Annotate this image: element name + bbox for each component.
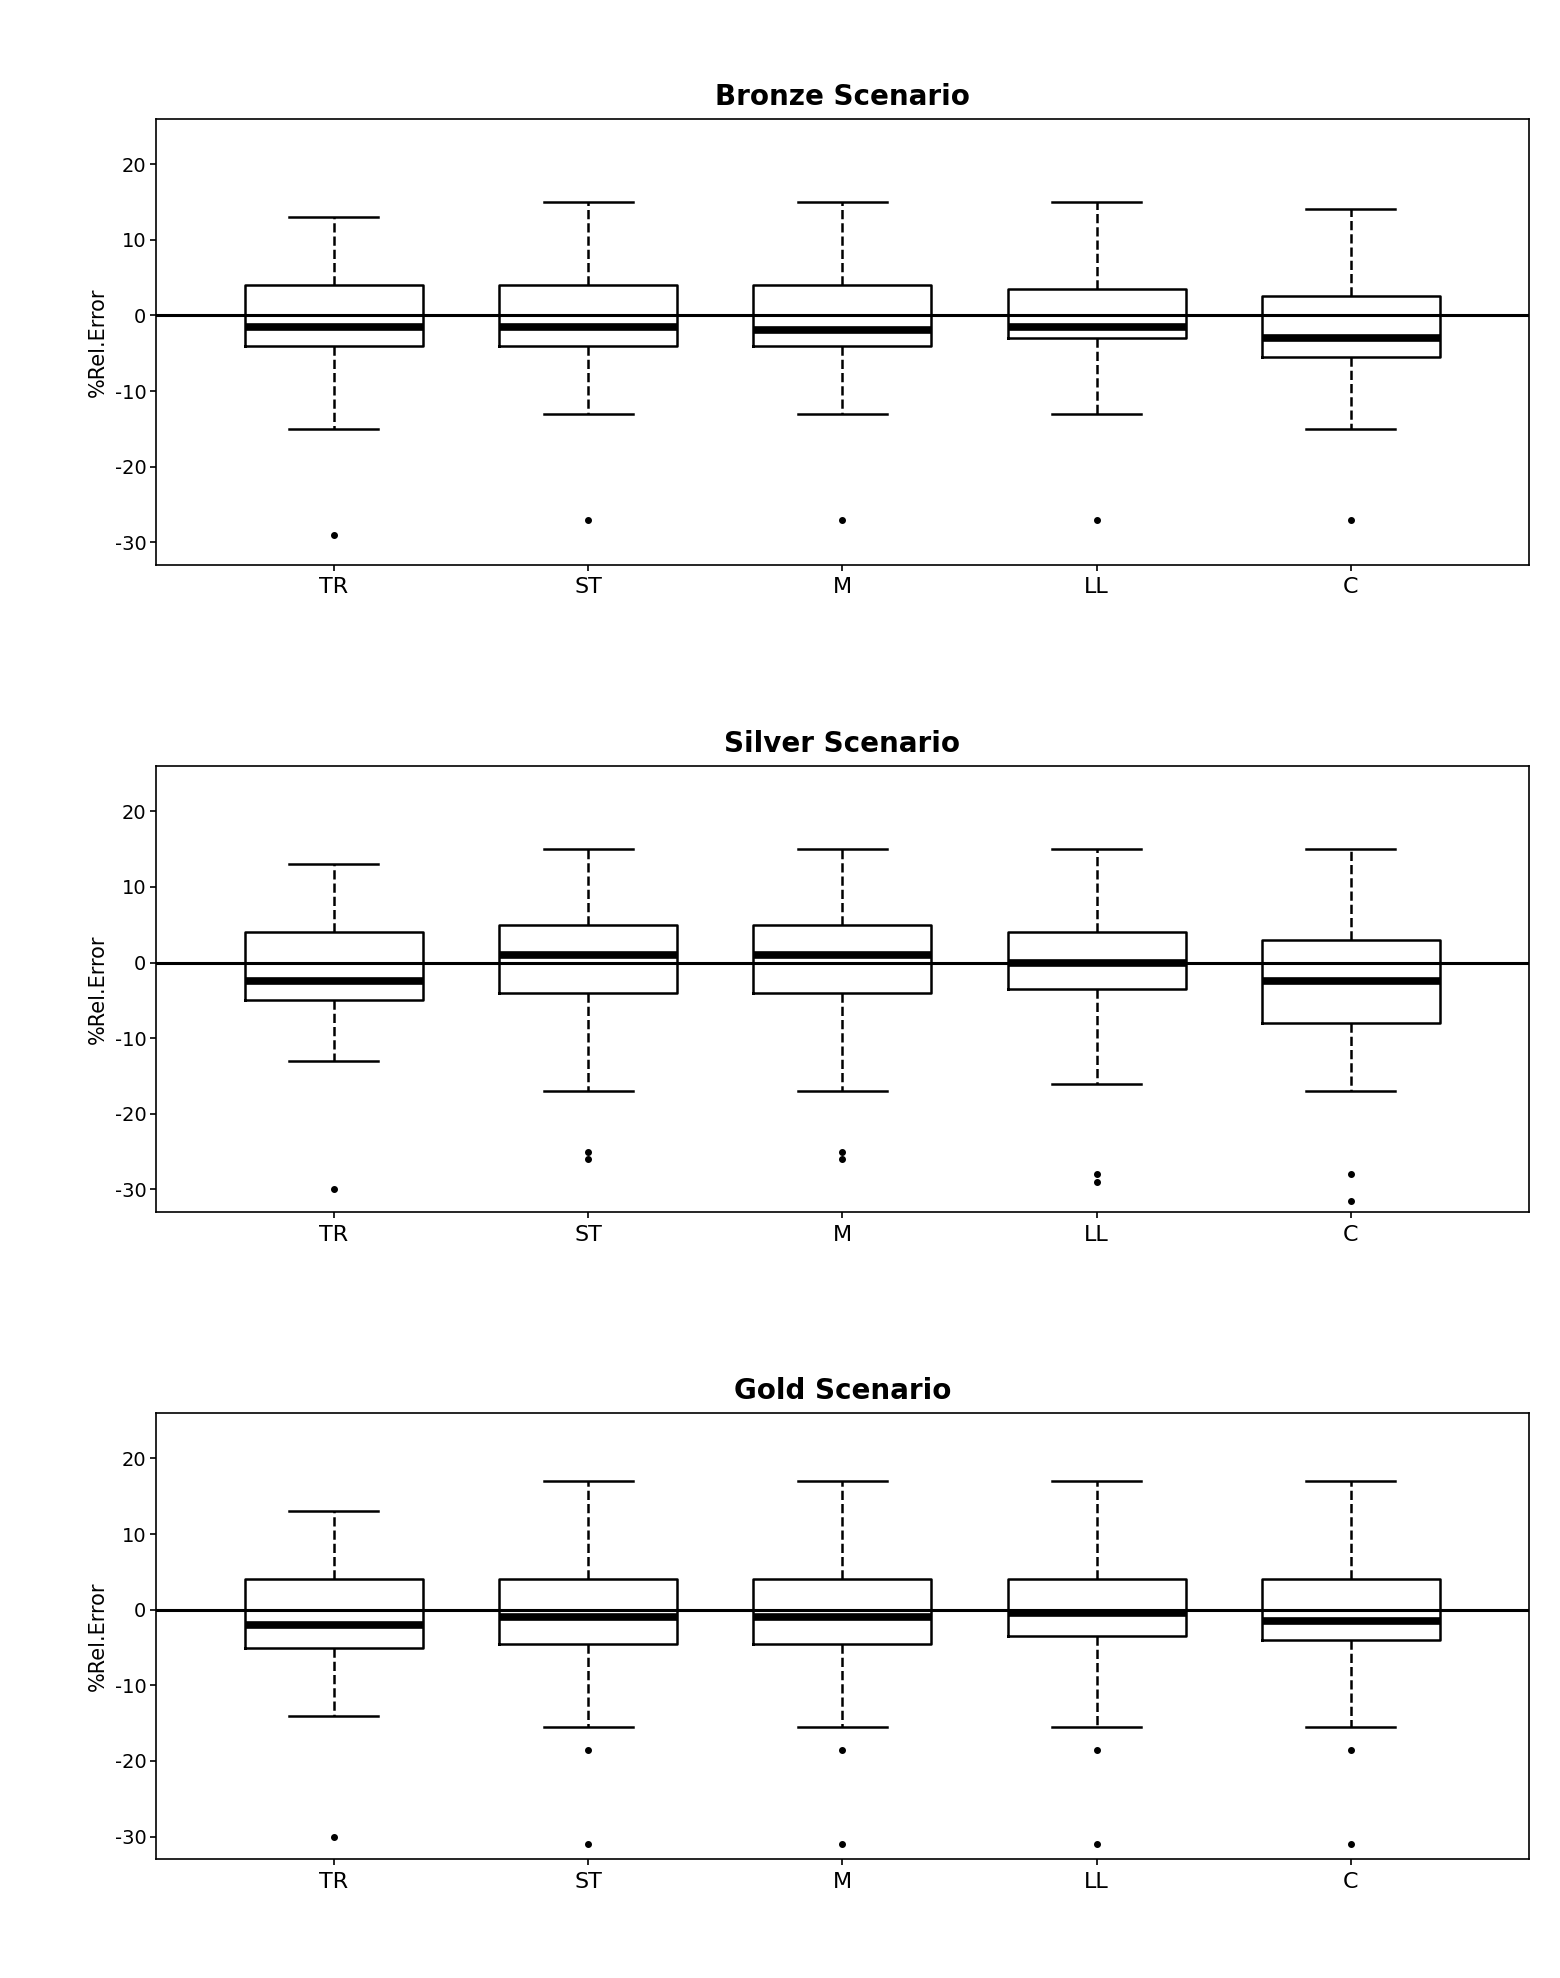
Y-axis label: %Rel.Error: %Rel.Error xyxy=(87,934,108,1044)
Title: Silver Scenario: Silver Scenario xyxy=(724,730,961,758)
Y-axis label: %Rel.Error: %Rel.Error xyxy=(87,1582,108,1691)
Y-axis label: %Rel.Error: %Rel.Error xyxy=(87,287,108,396)
Title: Gold Scenario: Gold Scenario xyxy=(733,1377,952,1404)
Title: Bronze Scenario: Bronze Scenario xyxy=(714,83,970,111)
